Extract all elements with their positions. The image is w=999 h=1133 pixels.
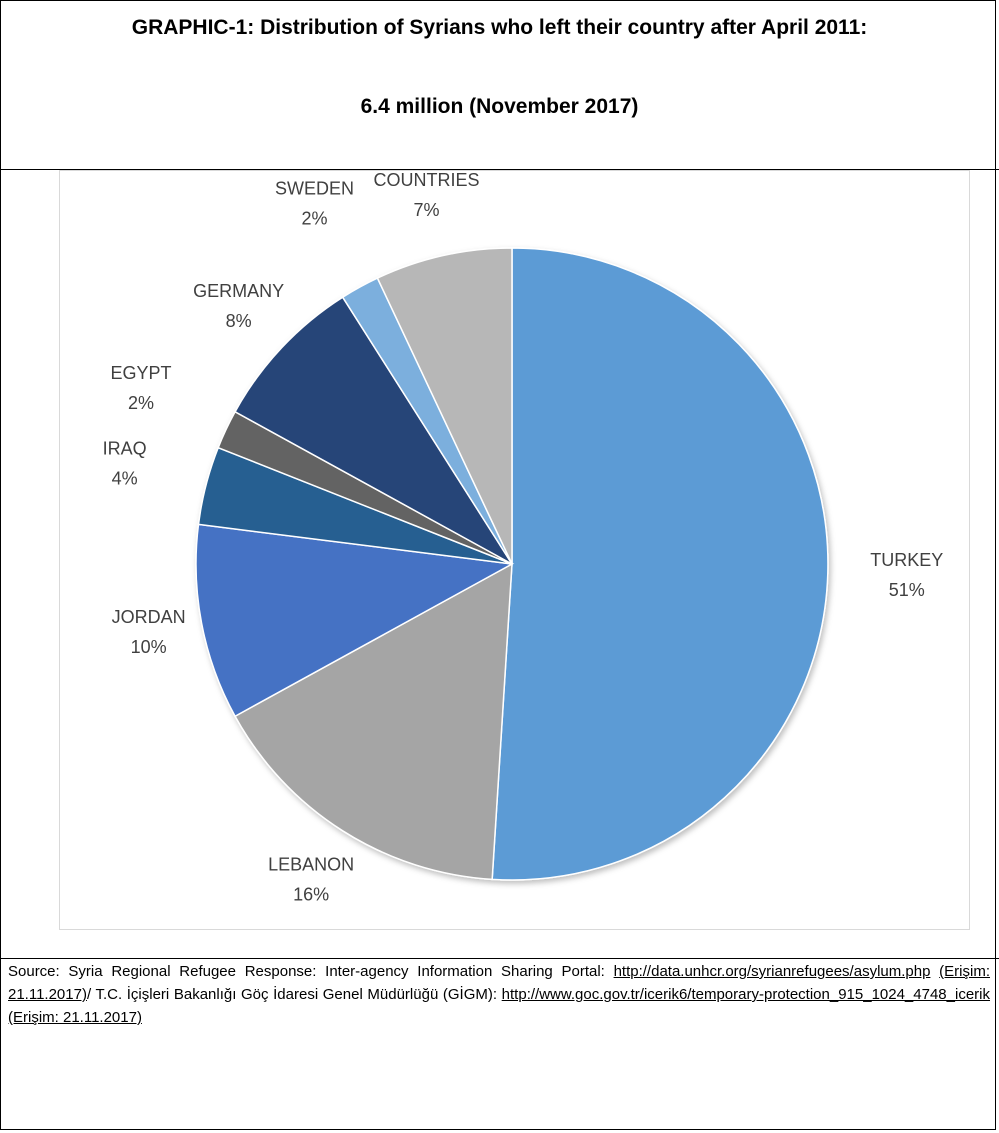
source-access-date-2[interactable]: (Erişim: 21.11.2017) [8,1009,142,1026]
pie-slice-germany [234,296,513,565]
pie-slice-jordan [195,523,515,718]
data-label-name-turkey-0: TURKEY [870,550,943,570]
chart-area: TURKEY 51% LEBANON 16% JORDAN 10% IRAQ 4% EGYPT 2… [59,170,970,930]
pie-chart: TURKEY 51% LEBANON 16% JORDAN 10% IRAQ 4% EGYPT 2… [103,171,944,904]
data-label-value-other-countries: 7% [413,200,439,220]
data-label-name-egypt-0: EGYPT [110,363,171,383]
pie-slice-other-countries [376,247,513,565]
data-label-value-turkey: 51% [889,580,925,600]
data-label-value-jordan: 10% [131,637,167,657]
pie-slice-lebanon [234,562,513,881]
chart-subtitle: 6.4 million (November 2017) [360,95,639,118]
data-label-name-jordan-0: JORDAN [112,607,186,627]
source-middle: / T.C. İçişleri Bakanlığı Göç İdaresi Ge… [86,986,502,1003]
data-label-value-iraq: 4% [112,468,138,488]
data-label-value-germany: 8% [226,311,252,331]
source-prefix: Source: Syria Regional Refugee Response:… [8,963,614,980]
data-label-name-other-countries-1: COUNTRIES [373,171,479,190]
source-access-date-1[interactable]: (Erişim: 21.11.2017) [8,963,990,1003]
data-label-value-lebanon: 16% [293,884,329,904]
source-link-unhcr[interactable]: http://data.unhcr.org/syrianrefugees/asy… [613,963,931,980]
data-label-name-lebanon-0: LEBANON [268,854,354,874]
data-label-name-iraq-0: IRAQ [103,438,147,458]
source-separator [0,958,999,959]
data-label-value-sweden: 2% [301,208,327,228]
source-note: Source: Syria Regional Refugee Response:… [8,960,990,1029]
chart-title: GRAPHIC-1: Distribution of Syrians who l… [131,16,868,39]
data-label-name-sweden-0: SWEDEN [275,178,354,198]
title-cell: GRAPHIC-1: Distribution of Syrians who l… [0,0,999,170]
source-link-gigm[interactable]: http://www.goc.gov.tr/icerik6/temporary-… [501,986,990,1003]
pie-slice-turkey [491,247,829,881]
data-label-name-germany-0: GERMANY [193,281,284,301]
data-label-value-egypt: 2% [128,393,154,413]
